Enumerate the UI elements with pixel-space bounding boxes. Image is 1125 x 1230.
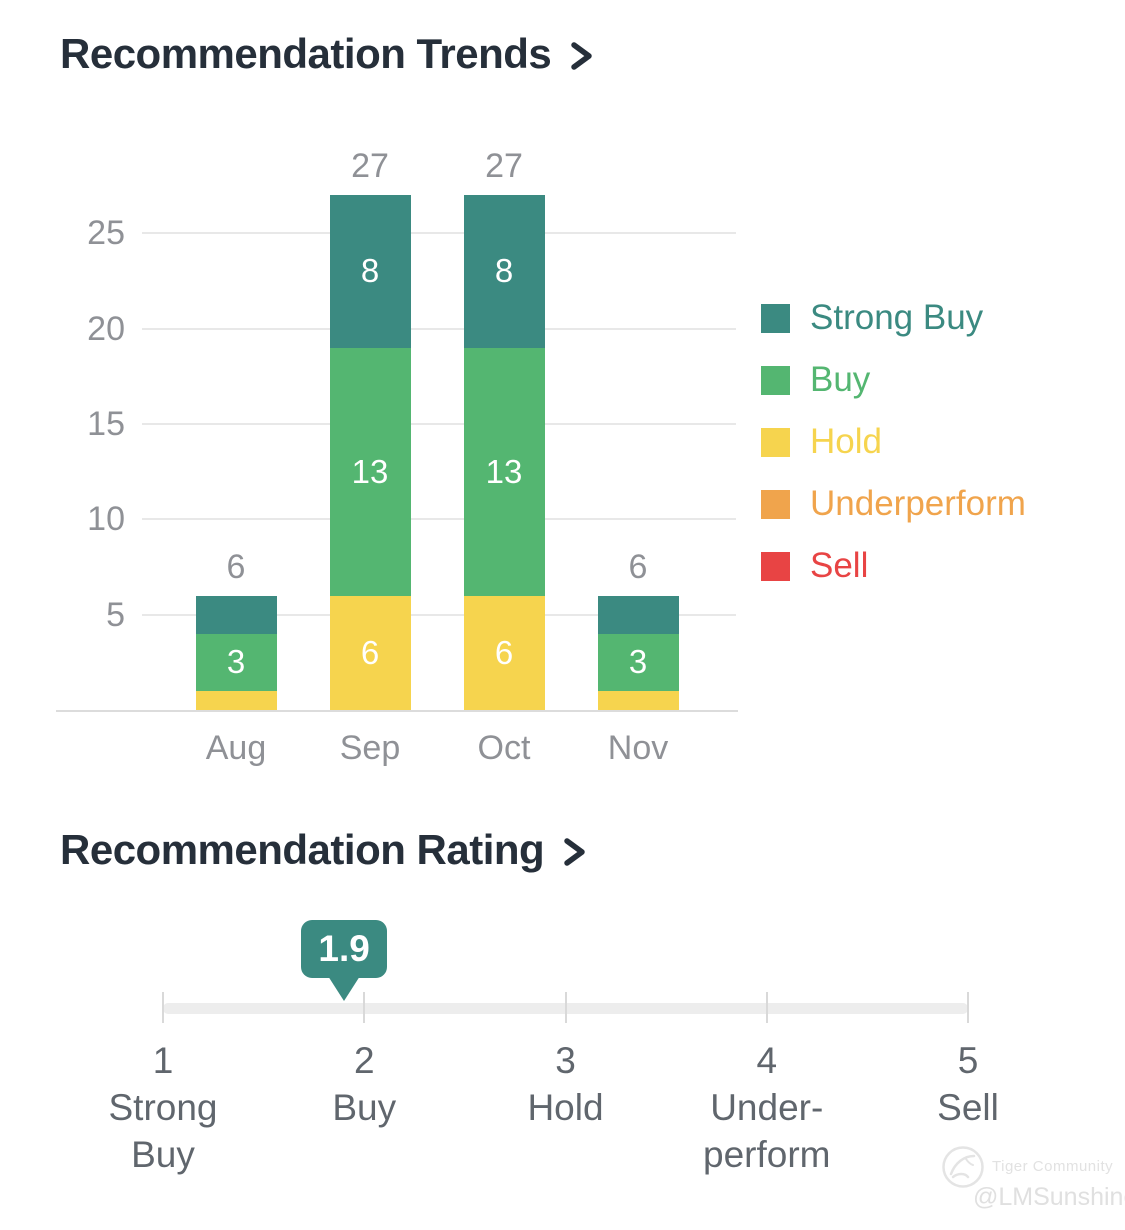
bar-segment (597, 633, 679, 691)
rating-tick-block: 5 Sell (858, 1040, 1078, 1131)
bar-segment-label: 3 (226, 643, 246, 681)
bar-segment-label: 8 (494, 252, 514, 290)
rating-tick-number: 3 (555, 1040, 576, 1081)
legend-item: Underperform (761, 485, 1026, 523)
legend-swatch (761, 427, 790, 457)
rating-header[interactable]: Recommendation Rating (60, 822, 588, 878)
bar-total-label: 6 (226, 547, 246, 586)
bar-segment (329, 595, 411, 710)
bar-segment-label: 3 (628, 643, 648, 681)
grid-line (142, 613, 736, 616)
trends-header[interactable]: Recommendation Trends (60, 26, 595, 82)
grid-line (142, 232, 736, 235)
x-axis-label: Oct (477, 729, 531, 767)
legend-item: Hold (761, 423, 882, 461)
legend-label: Hold (810, 422, 882, 461)
legend-item: Sell (761, 547, 868, 585)
rating-tick-label: Under- perform (703, 1087, 831, 1175)
x-axis-label: Sep (339, 729, 401, 767)
rating-tick-label: Buy (332, 1087, 397, 1128)
chevron-right-icon (564, 838, 585, 866)
legend-label: Buy (810, 360, 871, 399)
bar-segment-label: 6 (494, 633, 514, 671)
bar-segment (329, 347, 411, 596)
rating-tick (162, 992, 164, 1023)
bar-total-label: 27 (351, 147, 389, 186)
rating-value-badge: 1.9 (301, 920, 388, 978)
y-axis-label: 25 (87, 214, 125, 253)
rating-title: Recommendation Rating (60, 826, 545, 873)
rating-tick-label: Strong Buy (108, 1087, 218, 1175)
rating-tick-number: 4 (756, 1040, 778, 1081)
bar-segment (597, 595, 679, 634)
legend-swatch (761, 489, 790, 519)
bar-segment (463, 195, 545, 348)
watermark-handle: @LMSunshine (973, 1183, 1125, 1211)
legend-item: Buy (761, 361, 870, 399)
rating-tick (765, 992, 768, 1023)
bar-segment-label: 6 (360, 633, 380, 671)
legend-swatch (761, 365, 790, 395)
grid-line (142, 327, 736, 330)
rating-tick (564, 992, 567, 1023)
grid-line (142, 422, 736, 425)
tiger-logo-icon (942, 1146, 984, 1188)
recommendation-rating-scale: 1 Strong Buy 2 Buy 3 Hold 4 Under- perform 5 Sell… (0, 880, 1125, 1230)
y-axis-label: 5 (106, 595, 125, 634)
legend-item: Strong Buy (761, 299, 983, 337)
legend-label: Underperform (810, 484, 1026, 523)
legend-swatch (761, 551, 790, 581)
bar-total-label: 27 (485, 147, 523, 186)
rating-tick-block: 2 Buy (254, 1040, 474, 1131)
bar-segment-label: 8 (360, 252, 380, 290)
rating-tick-number: 2 (353, 1040, 375, 1081)
rating-tick (363, 992, 366, 1023)
bar-segment-label: 13 (485, 452, 523, 490)
bar-segment-label: 13 (351, 452, 389, 490)
x-axis-line (56, 710, 738, 712)
bar-total-label: 6 (628, 547, 648, 586)
bar-segment (195, 595, 277, 634)
bar-segment (195, 633, 277, 691)
recommendation-trends-chart: 5 10 15 20 25 3 6 Aug 6 13 8 27 Sep 6 13 8 27 Oct 3 6 Nov (56, 147, 738, 767)
bar-segment (329, 195, 411, 348)
trends-title: Recommendation Trends (60, 30, 552, 77)
y-axis-label: 20 (87, 309, 125, 348)
rating-tick (967, 992, 969, 1023)
rating-tick-number: 5 (957, 1040, 979, 1081)
rating-tick-block: 3 Hold (456, 1040, 676, 1131)
legend-label: Sell (810, 546, 869, 585)
x-axis-label: Aug (205, 729, 267, 767)
bar-segment (463, 595, 545, 710)
x-axis-label: Nov (607, 729, 669, 767)
bar-segment (597, 690, 679, 710)
rating-badge-pointer (328, 976, 361, 1001)
legend-swatch (761, 303, 790, 333)
chevron-right-icon (571, 42, 593, 70)
watermark-brand: Tiger Community (992, 1158, 1114, 1175)
bar-segment (195, 690, 277, 710)
bar-segment (463, 347, 545, 596)
rating-tick-block: 1 Strong Buy (53, 1040, 273, 1178)
rating-tick-label: Sell (937, 1087, 999, 1128)
rating-tick-label: Hold (527, 1087, 604, 1128)
rating-tick-number: 1 (152, 1040, 174, 1081)
y-axis-label: 10 (87, 500, 125, 539)
grid-line (142, 518, 736, 521)
rating-tick-block: 4 Under- perform (657, 1040, 877, 1178)
legend-label: Strong Buy (810, 298, 984, 337)
chart-legend: Strong Buy Buy Hold Underperform Sell (761, 299, 1026, 585)
y-axis-label: 15 (87, 404, 125, 443)
